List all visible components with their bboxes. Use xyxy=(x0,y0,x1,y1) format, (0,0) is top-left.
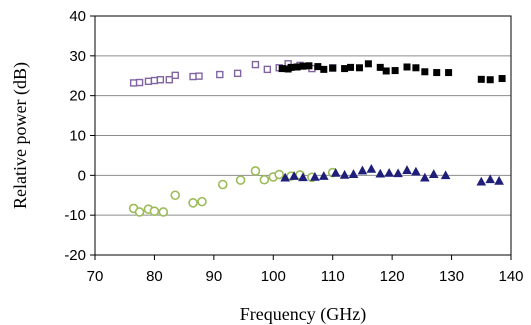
x-tick-label: 70 xyxy=(87,268,104,285)
filled-square-point xyxy=(305,62,313,70)
y-tick-label: 10 xyxy=(69,128,86,145)
open-circle-point xyxy=(274,169,285,180)
open-circle-point xyxy=(259,174,270,185)
open-square-point xyxy=(135,78,144,87)
filled-triangle-point xyxy=(485,174,495,184)
filled-triangle-point xyxy=(348,169,359,178)
open-square-point xyxy=(171,71,179,80)
filled-triangle-point xyxy=(280,172,290,182)
open-circle-point xyxy=(250,166,261,176)
filled-triangle-point xyxy=(330,167,341,177)
filled-square-point xyxy=(329,64,337,72)
open-circle-point xyxy=(134,207,145,217)
filled-triangle-point xyxy=(357,165,368,175)
open-circle-point xyxy=(149,206,160,216)
filled-triangle-point xyxy=(319,171,329,180)
y-tick-label: 20 xyxy=(69,88,86,105)
filled-triangle-point xyxy=(393,168,403,178)
x-axis-title: Frequency (GHz) xyxy=(240,304,366,325)
x-tick-label: 130 xyxy=(439,268,464,285)
x-tick-label: 90 xyxy=(206,268,223,285)
filled-triangle-point xyxy=(420,172,430,182)
y-tick-label: -20 xyxy=(64,247,86,264)
filled-square-point xyxy=(486,76,494,84)
filled-square-point xyxy=(278,65,286,73)
open-circle-point xyxy=(235,175,246,185)
filled-square-point xyxy=(412,64,420,72)
filled-triangle-point xyxy=(402,165,412,174)
y-tick-labels: -20 -10 0 10 20 30 40 xyxy=(64,8,86,264)
data-points xyxy=(128,60,506,217)
filled-square-point xyxy=(376,63,384,71)
y-tick-label: 40 xyxy=(69,8,86,25)
filled-triangle-point xyxy=(494,175,504,185)
x-tick-label: 80 xyxy=(146,268,163,285)
gridlines xyxy=(95,55,511,216)
axis-ticks xyxy=(90,15,512,260)
open-square-point xyxy=(251,60,260,69)
open-square-point xyxy=(144,77,153,86)
filled-square-point xyxy=(403,63,411,71)
filled-triangle-point xyxy=(366,163,377,173)
filled-triangle-point xyxy=(375,168,386,178)
filled-square-point xyxy=(477,75,485,83)
filled-square-point xyxy=(364,60,372,68)
filled-square-point xyxy=(445,69,453,77)
y-tick-label: 0 xyxy=(78,167,86,184)
filled-triangle-point xyxy=(298,172,308,182)
open-square-point xyxy=(165,76,173,84)
filled-triangle-point xyxy=(310,171,320,181)
x-tick-labels: 70 80 90 100 110 120 130 140 xyxy=(87,268,524,285)
open-square-point xyxy=(156,76,165,84)
filled-square-point xyxy=(299,62,307,70)
filled-square-point xyxy=(341,65,349,73)
filled-square-point xyxy=(498,75,506,83)
filled-triangle-point xyxy=(428,169,439,178)
filled-square-point xyxy=(347,63,355,71)
filled-square-point xyxy=(287,63,295,71)
open-square-point xyxy=(150,76,159,85)
filled-triangle-point xyxy=(476,176,487,186)
filled-square-point xyxy=(433,69,441,77)
x-tick-label: 120 xyxy=(380,268,405,285)
open-circle-point xyxy=(188,198,198,208)
open-square-point xyxy=(216,70,224,79)
filled-square-point xyxy=(314,63,322,71)
filled-triangle-point xyxy=(339,169,350,179)
y-tick-label: 30 xyxy=(69,48,86,65)
y-tick-label: -10 xyxy=(64,207,86,224)
filled-square-point xyxy=(421,68,429,76)
open-square-point xyxy=(129,79,138,87)
open-circle-point xyxy=(158,207,169,217)
filled-square-point xyxy=(391,67,399,75)
open-square-point xyxy=(233,69,242,78)
y-axis-title: Relative power (dB) xyxy=(10,62,31,209)
filled-triangle-point xyxy=(411,166,421,176)
open-square-point xyxy=(195,72,203,80)
open-square-point xyxy=(189,72,197,81)
filled-square-point xyxy=(320,65,328,73)
x-tick-label: 140 xyxy=(498,268,523,285)
filled-square-point xyxy=(355,64,363,72)
filled-square-point xyxy=(293,63,301,71)
filled-triangle-point xyxy=(440,170,451,180)
open-circle-point xyxy=(217,179,228,190)
filled-triangle-point xyxy=(384,167,394,177)
filled-triangle-point xyxy=(289,171,299,180)
open-circle-point xyxy=(170,190,181,201)
open-circle-point xyxy=(197,196,207,207)
x-tick-label: 110 xyxy=(321,268,345,285)
open-square-point xyxy=(263,65,272,74)
x-tick-label: 100 xyxy=(261,268,286,285)
filled-square-point xyxy=(382,67,390,75)
